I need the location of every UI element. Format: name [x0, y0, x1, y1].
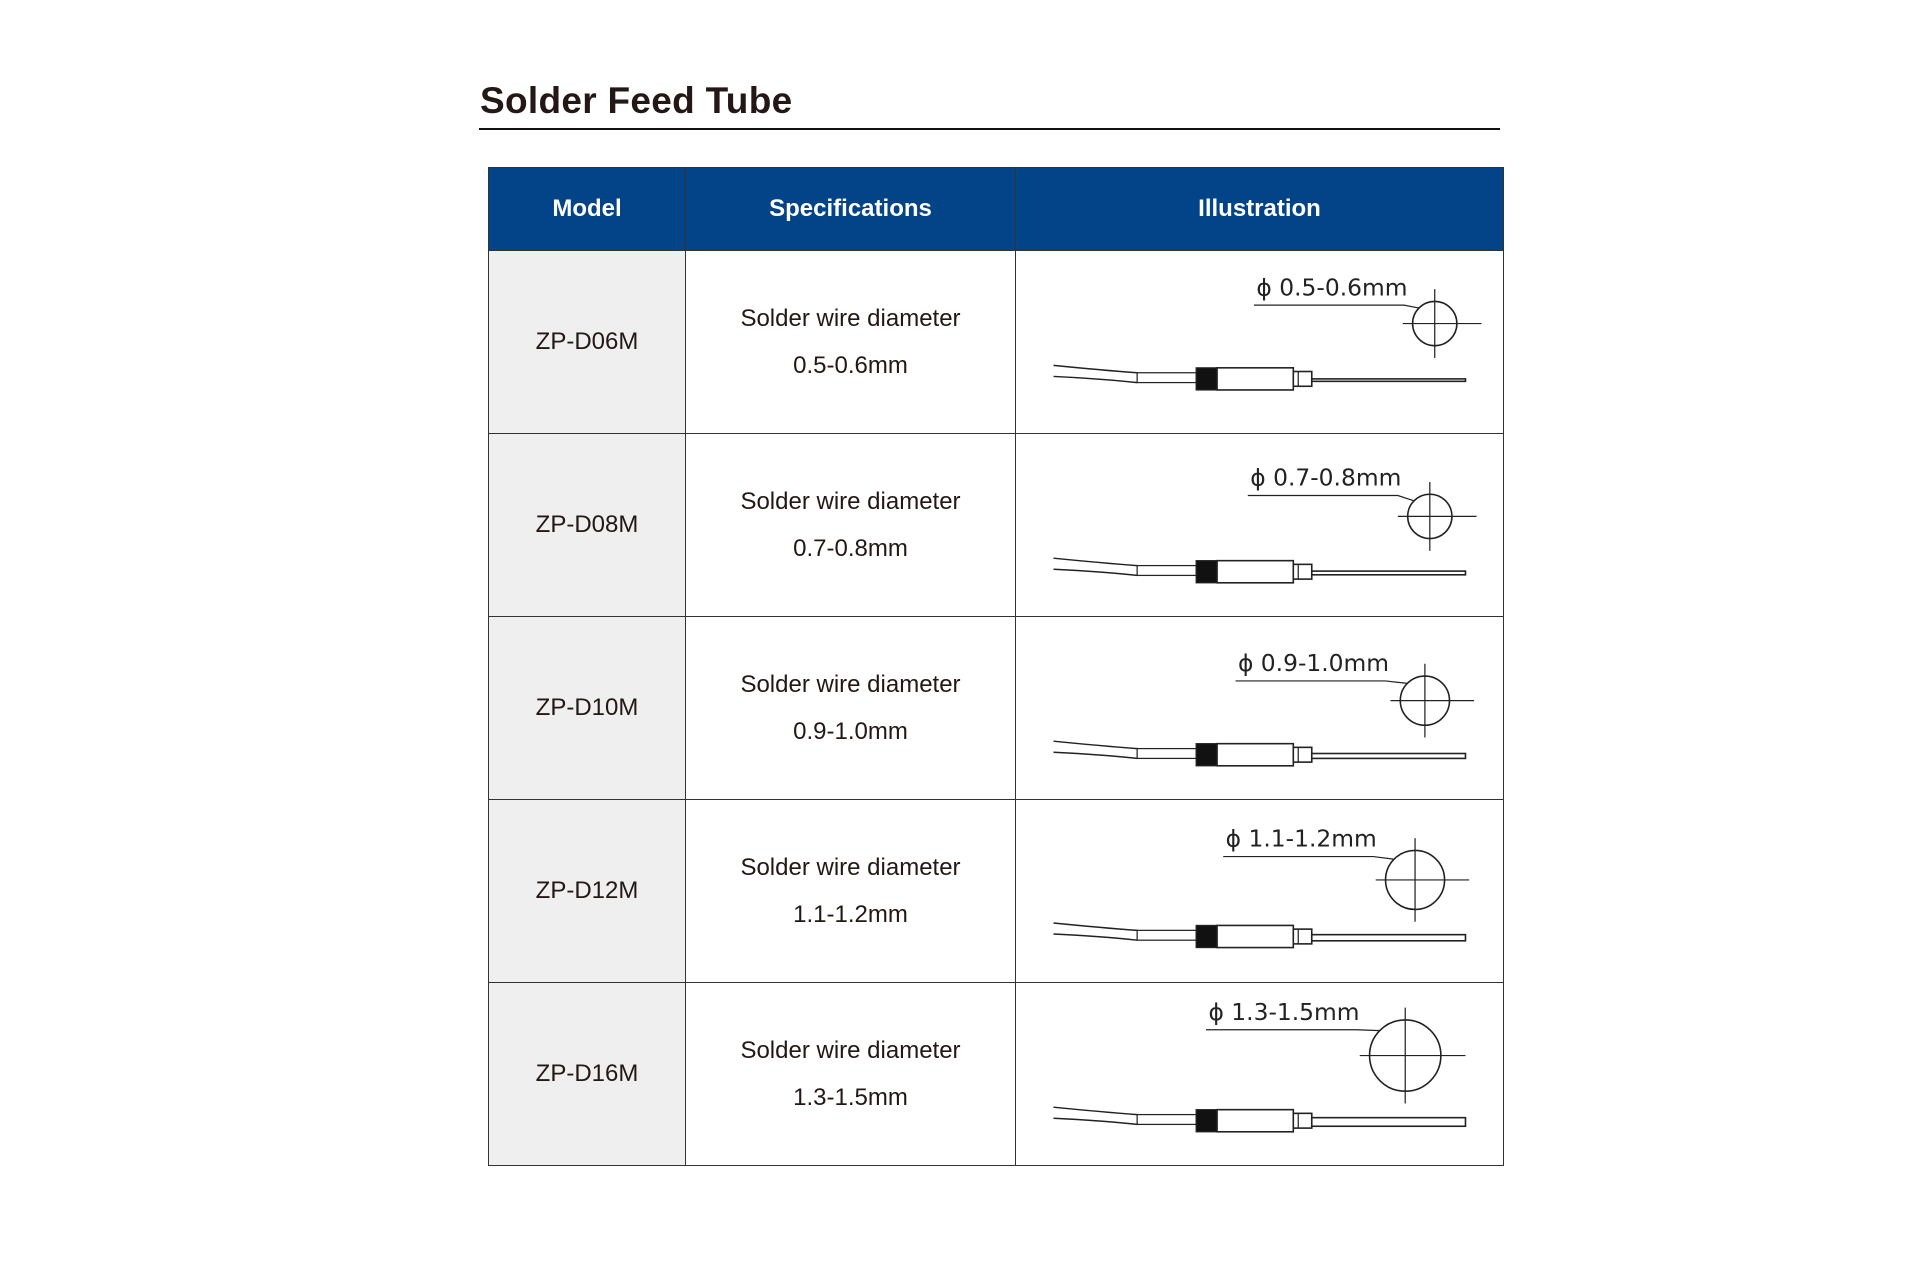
- solder-wire: [1310, 570, 1467, 576]
- table-row: ZP-D10M Solder wire diameter 0.9-1.0mm ϕ…: [488, 616, 1504, 800]
- table-row: ZP-D12M Solder wire diameter 1.1-1.2mm ϕ…: [488, 799, 1504, 983]
- crosshair: [1402, 289, 1482, 358]
- spec-line1: Solder wire diameter: [740, 305, 961, 332]
- spec-cell: Solder wire diameter 1.1-1.2mm: [685, 799, 1016, 983]
- crosshair: [1375, 838, 1470, 922]
- table-header-row: Model Specifications Illustration: [488, 167, 1504, 251]
- tube-sleeve: [1136, 564, 1197, 577]
- feed-tube-illustration: ϕ 0.9-1.0mm: [1053, 649, 1475, 767]
- spec-line1: Solder wire diameter: [740, 1037, 961, 1064]
- black-band: [1195, 924, 1218, 949]
- spec-cell: Solder wire diameter 0.9-1.0mm: [685, 616, 1016, 800]
- tube-body: [1216, 742, 1295, 767]
- tube-body: [1216, 924, 1295, 949]
- page-title: Solder Feed Tube: [480, 80, 793, 121]
- black-band: [1195, 367, 1218, 391]
- header-illustration: Illustration: [1015, 167, 1504, 251]
- tube-sleeve: [1136, 747, 1197, 760]
- illustration-cell: ϕ 0.9-1.0mm: [1015, 616, 1504, 800]
- leader-line: [1223, 855, 1395, 860]
- collar: [1292, 928, 1313, 945]
- diameter-label: ϕ 0.9-1.0mm: [1238, 649, 1389, 677]
- header-model: Model: [488, 167, 686, 251]
- diameter-label: ϕ 0.5-0.6mm: [1256, 273, 1407, 301]
- spec-cell: Solder wire diameter 1.3-1.5mm: [685, 982, 1016, 1166]
- illustration-cell: ϕ 1.3-1.5mm: [1015, 982, 1504, 1166]
- cable: [1053, 922, 1138, 941]
- solder-wire: [1310, 752, 1467, 760]
- solder-wire: [1310, 1116, 1467, 1128]
- spec-line2: 1.1-1.2mm: [793, 901, 908, 928]
- diameter-label: ϕ 0.7-0.8mm: [1250, 464, 1401, 492]
- tube-sleeve: [1136, 1113, 1197, 1126]
- tube-sleeve: [1136, 372, 1197, 384]
- black-band: [1195, 560, 1218, 584]
- spec-line1: Solder wire diameter: [740, 488, 961, 515]
- cable: [1053, 740, 1138, 760]
- tube-body: [1216, 1108, 1295, 1133]
- collar: [1292, 563, 1313, 580]
- leader-line: [1247, 494, 1415, 502]
- model-cell: ZP-D16M: [488, 982, 686, 1166]
- table-row: ZP-D16M Solder wire diameter 1.3-1.5mm ϕ…: [488, 982, 1504, 1166]
- crosshair: [1397, 481, 1477, 551]
- spec-line1: Solder wire diameter: [740, 854, 961, 881]
- spec-line2: 0.7-0.8mm: [793, 535, 908, 562]
- diameter-label: ϕ 1.1-1.2mm: [1226, 825, 1377, 853]
- model-cell: ZP-D08M: [488, 433, 686, 617]
- model-cell: ZP-D12M: [488, 799, 686, 983]
- collar: [1292, 746, 1313, 763]
- leader-line: [1253, 304, 1420, 309]
- feed-tube-illustration: ϕ 1.1-1.2mm: [1053, 825, 1470, 949]
- diameter-label: ϕ 1.3-1.5mm: [1208, 998, 1359, 1026]
- cable: [1053, 364, 1138, 384]
- spec-line2: 1.3-1.5mm: [793, 1084, 908, 1111]
- feed-tube-illustration: ϕ 0.5-0.6mm: [1053, 273, 1482, 391]
- solder-wire: [1310, 933, 1467, 942]
- spec-line1: Solder wire diameter: [740, 671, 961, 698]
- model-cell: ZP-D10M: [488, 616, 686, 800]
- crosshair: [1390, 663, 1475, 738]
- black-band: [1195, 1109, 1218, 1133]
- cable: [1053, 557, 1138, 577]
- spec-line2: 0.5-0.6mm: [793, 352, 908, 379]
- spec-cell: Solder wire diameter 0.7-0.8mm: [685, 433, 1016, 617]
- collar: [1292, 1112, 1313, 1129]
- table-row: ZP-D06M Solder wire diameter 0.5-0.6mm ϕ…: [488, 250, 1504, 434]
- illustration-cell: ϕ 0.5-0.6mm: [1015, 250, 1504, 434]
- leader-line: [1206, 1029, 1381, 1032]
- spec-cell: Solder wire diameter 0.5-0.6mm: [685, 250, 1016, 434]
- tube-body: [1216, 559, 1295, 584]
- model-cell: ZP-D06M: [488, 250, 686, 434]
- table-row: ZP-D08M Solder wire diameter 0.7-0.8mm ϕ…: [488, 433, 1504, 617]
- spec-table: Model Specifications Illustration ZP-D06…: [488, 167, 1504, 1166]
- spec-line2: 0.9-1.0mm: [793, 718, 908, 745]
- illustration-cell: ϕ 0.7-0.8mm: [1015, 433, 1504, 617]
- tube-body: [1216, 367, 1295, 391]
- solder-wire: [1310, 378, 1467, 383]
- illustration-cell: ϕ 1.1-1.2mm: [1015, 799, 1504, 983]
- title-divider: [479, 128, 1500, 130]
- header-specifications: Specifications: [685, 167, 1016, 251]
- leader-line: [1235, 680, 1408, 685]
- black-band: [1195, 743, 1218, 767]
- crosshair: [1359, 1007, 1466, 1104]
- feed-tube-illustration: ϕ 0.7-0.8mm: [1053, 464, 1477, 584]
- collar: [1292, 370, 1313, 388]
- tube-sleeve: [1136, 929, 1197, 941]
- feed-tube-illustration: ϕ 1.3-1.5mm: [1053, 998, 1467, 1133]
- cable: [1053, 1106, 1138, 1126]
